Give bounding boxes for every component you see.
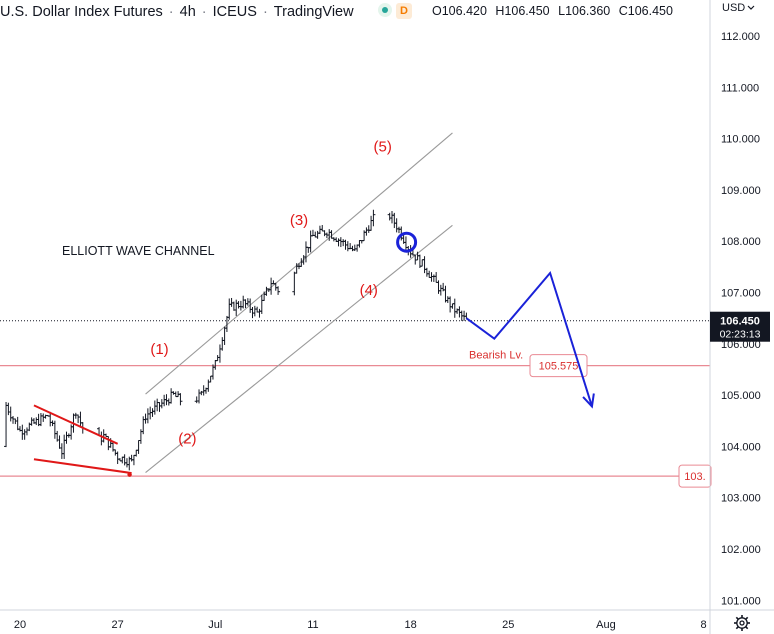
- open-value: 106.420: [441, 4, 487, 18]
- y-tick-label: 109.000: [721, 185, 761, 197]
- current-price-value: 106.450: [720, 316, 760, 328]
- exchange-label: ICEUS: [212, 4, 257, 20]
- wedge-pattern: [33, 404, 132, 477]
- y-tick-label: 103.000: [721, 493, 761, 505]
- wave-label: (1): [150, 341, 168, 358]
- gear-icon[interactable]: [733, 614, 751, 632]
- projection-path: [396, 231, 595, 409]
- chevron-down-icon: [747, 5, 755, 10]
- market-open-icon[interactable]: [378, 3, 392, 17]
- close-value: 106.450: [627, 4, 673, 18]
- level-tag-box: [678, 464, 712, 488]
- channel-line: [145, 224, 453, 473]
- x-tick-label: 18: [404, 619, 416, 631]
- wave-label: (3): [290, 212, 308, 229]
- x-tick-label: 20: [14, 619, 26, 631]
- level-label: Bearish Lv.: [469, 350, 523, 362]
- currency-selector[interactable]: USD: [722, 2, 755, 14]
- symbol-name[interactable]: U.S. Dollar Index Futures: [0, 4, 163, 20]
- y-tick-label: 106.000: [721, 339, 761, 351]
- y-tick-label: 105.000: [721, 390, 761, 402]
- y-tick-label: 104.000: [721, 441, 761, 453]
- y-tick-label: 112.000: [721, 31, 760, 43]
- wave-label: (4): [360, 282, 378, 299]
- low-key: L: [558, 4, 566, 18]
- source-label: TradingView: [273, 4, 354, 20]
- x-tick-label: 8: [700, 619, 706, 631]
- wave-label: (5): [374, 138, 392, 155]
- currency-label: USD: [722, 2, 746, 14]
- y-tick-label: 110.000: [721, 134, 760, 146]
- level-tag-value: 105.575: [539, 361, 579, 373]
- horizontal-levels: 105.575 Bearish Lv. 103.: [0, 320, 712, 488]
- y-tick-label: 111.000: [721, 82, 759, 94]
- price-bars: [4, 209, 469, 471]
- x-tick-label: 11: [307, 619, 318, 631]
- y-tick-label: 102.000: [721, 544, 761, 556]
- header-separator: ·: [262, 4, 268, 20]
- current-price-tag: [710, 311, 770, 342]
- interval-label[interactable]: 4h: [179, 4, 196, 20]
- open-key: O: [432, 4, 442, 18]
- high-value: 106.450: [504, 4, 550, 18]
- level-tag-value: 103.: [684, 471, 705, 483]
- y-tick-label: 101.000: [721, 595, 761, 607]
- x-tick-label: 27: [112, 619, 124, 631]
- x-tick-label: 25: [502, 619, 514, 631]
- wave-label: (2): [178, 430, 196, 447]
- wedge-point: [127, 472, 132, 477]
- low-value: 106.360: [565, 4, 611, 18]
- chart-header: U.S. Dollar Index Futures · 4h · ICEUS ·…: [0, 0, 354, 24]
- level-tag-box: [529, 354, 588, 378]
- close-key: C: [618, 4, 628, 18]
- market-status[interactable]: D: [378, 3, 412, 19]
- header-separator: ·: [201, 4, 207, 20]
- delayed-data-badge[interactable]: D: [396, 3, 412, 19]
- high-key: H: [495, 4, 505, 18]
- header-separator: ·: [168, 4, 174, 20]
- ohlc-readout: O106.420 H106.450 L106.360 C106.450: [432, 4, 678, 18]
- x-tick-label: Aug: [596, 619, 616, 631]
- projection-line: [465, 270, 593, 407]
- elliott-channel: [145, 132, 453, 473]
- projection-arrowhead: [582, 393, 595, 409]
- wave-labels: (1) (2) (3) (4) (5): [150, 138, 392, 447]
- y-tick-label: 107.000: [721, 288, 761, 300]
- current-price-countdown: 02:23:13: [720, 329, 761, 341]
- x-tick-label: Jul: [208, 619, 222, 631]
- breakout-circle: [396, 231, 418, 253]
- wedge-line: [33, 458, 132, 475]
- wedge-line: [33, 404, 119, 445]
- annotation-title: ELLIOTT WAVE CHANNEL: [62, 244, 215, 258]
- y-tick-label: 108.000: [721, 236, 761, 248]
